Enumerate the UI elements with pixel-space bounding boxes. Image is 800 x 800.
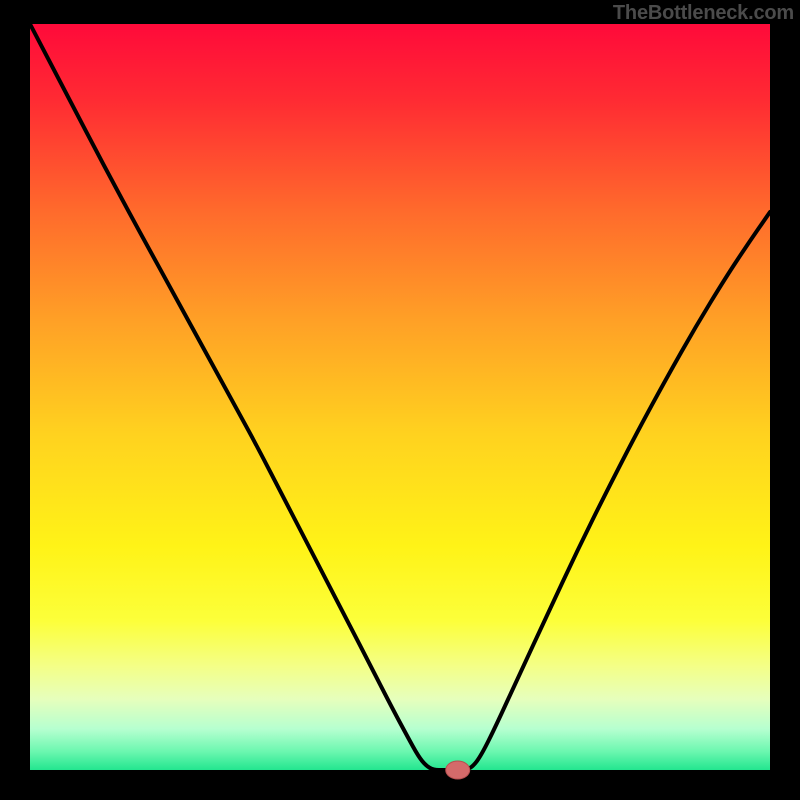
plot-background bbox=[30, 24, 770, 770]
bottleneck-chart: TheBottleneck.com bbox=[0, 0, 800, 800]
optimal-marker bbox=[446, 761, 470, 779]
chart-svg bbox=[0, 0, 800, 800]
